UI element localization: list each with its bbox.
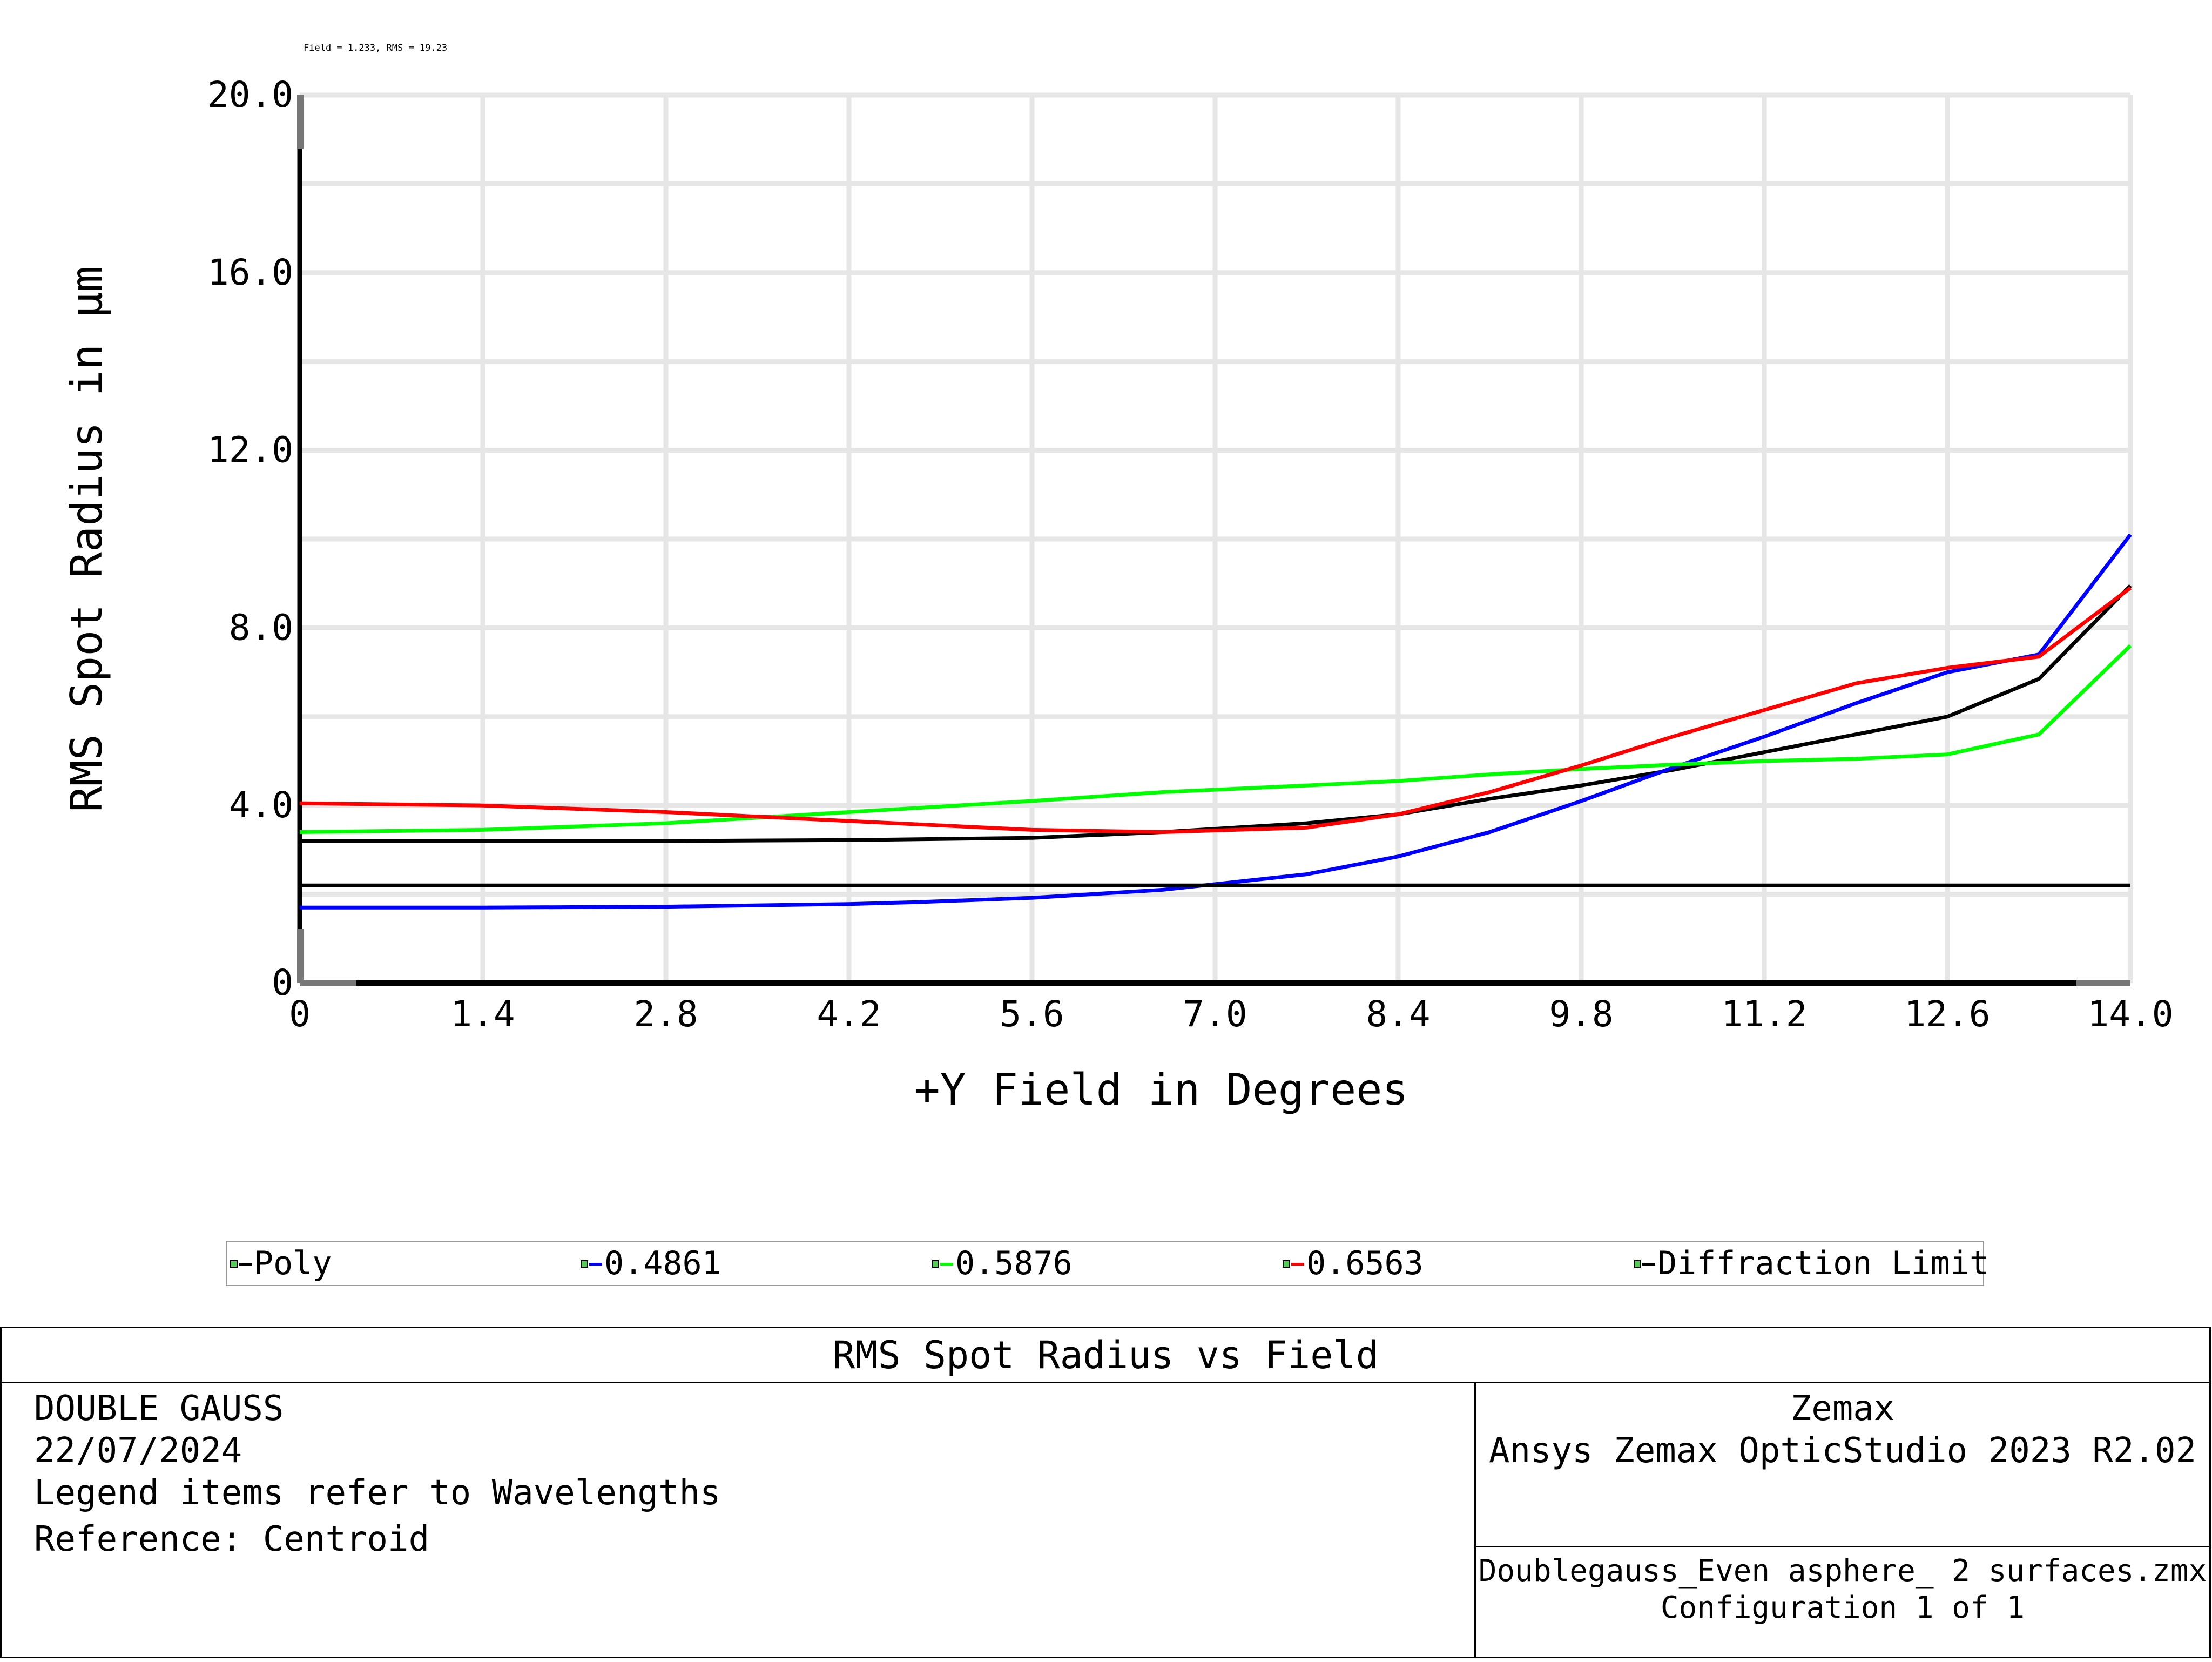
- x-axis-left-cap: [300, 980, 356, 986]
- legend-label: 0.4861: [604, 1244, 721, 1282]
- y-tick-label: 0: [272, 962, 293, 1004]
- x-tick-label: 5.6: [1000, 993, 1064, 1035]
- company-name: Zemax: [1790, 1389, 1895, 1429]
- legend-swatch: [230, 1258, 252, 1269]
- system-name: DOUBLE GAUSS: [34, 1389, 284, 1429]
- x-tick-label: 1.4: [450, 993, 515, 1035]
- configuration-text: Configuration 1 of 1: [1660, 1590, 2025, 1625]
- y-axis-top-cap: [297, 95, 304, 149]
- legend-swatch: [581, 1258, 602, 1269]
- legend-label: Diffraction Limit: [1657, 1244, 1990, 1282]
- legend-swatch: [1634, 1258, 1655, 1269]
- series-line-poly: [300, 584, 2132, 843]
- legend-item: 0.6563: [1283, 1242, 1424, 1285]
- title-block-info: DOUBLE GAUSS 22/07/2024 Legend items ref…: [2, 1383, 1476, 1657]
- field-annotation: Field = 1.233, RMS = 19.23: [304, 43, 447, 53]
- legend-swatch: [932, 1258, 953, 1269]
- x-tick-label: 4.2: [817, 993, 881, 1035]
- y-axis-label: RMS Spot Radius in µm: [62, 266, 112, 812]
- legend-label: 0.5876: [955, 1244, 1073, 1282]
- y-tick-label: 16.0: [207, 252, 293, 293]
- x-tick-label: 8.4: [1366, 993, 1430, 1035]
- x-axis-label: +Y Field in Degrees: [914, 1065, 1408, 1115]
- legend-item: Diffraction Limit: [1634, 1242, 1989, 1285]
- y-tick-label: 20.0: [207, 74, 293, 116]
- x-axis-right-cap: [2076, 980, 2130, 986]
- legend-note: Legend items refer to Wavelengths: [34, 1473, 721, 1513]
- series-line-0-4861: [300, 533, 2132, 910]
- legend: Poly 0.4861 0.5876 0.6563 Diffraction Limit: [226, 1241, 1989, 1286]
- legend-item: 0.4861: [581, 1242, 721, 1285]
- chart: 0 1.4 2.8 4.2 5.6 7.0 8.4 9.8 11.2 12.6 14.0 0 4.0 8.…: [62, 43, 2174, 1115]
- legend-label: Poly: [254, 1244, 332, 1282]
- legend-label: 0.6563: [1306, 1244, 1424, 1282]
- y-tick-label: 8.0: [229, 607, 293, 648]
- legend-swatch: [1283, 1258, 1304, 1269]
- file-name: Doublegauss_Even asphere_ 2 surfaces.zmx: [1478, 1553, 2207, 1589]
- legend-item: Poly: [230, 1242, 332, 1285]
- chart-title: RMS Spot Radius vs Field: [2, 1328, 2209, 1383]
- title-block: RMS Spot Radius vs Field DOUBLE GAUSS 22…: [0, 1327, 2211, 1658]
- x-tick-label: 12.6: [1905, 993, 1991, 1035]
- x-tick-label: 14.0: [2088, 993, 2174, 1035]
- reference-text: Reference: Centroid: [34, 1519, 430, 1559]
- x-tick-label: 7.0: [1183, 993, 1247, 1035]
- x-tick-label: 0: [289, 993, 311, 1035]
- x-tick-label: 9.8: [1549, 993, 1613, 1035]
- x-tick-label: 2.8: [633, 993, 698, 1035]
- legend-item: 0.5876: [932, 1242, 1073, 1285]
- series-line-0-6563: [299, 586, 2132, 834]
- software-info: Zemax Ansys Zemax OpticStudio 2023 R2.02: [1476, 1383, 2209, 1547]
- x-tick-label: 11.2: [1722, 993, 1808, 1035]
- y-tick-label: 4.0: [229, 784, 293, 826]
- chart-plot: 0 1.4 2.8 4.2 5.6 7.0 8.4 9.8 11.2 12.6 14.0 0 4.0 8.…: [62, 43, 2174, 1115]
- y-tick-label: 12.0: [207, 429, 293, 471]
- file-info: Doublegauss_Even asphere_ 2 surfaces.zmx…: [1476, 1547, 2209, 1662]
- software-version: Ansys Zemax OpticStudio 2023 R2.02: [1488, 1431, 2197, 1471]
- date-text: 22/07/2024: [34, 1431, 242, 1471]
- y-axis-bottom-cap: [297, 929, 304, 983]
